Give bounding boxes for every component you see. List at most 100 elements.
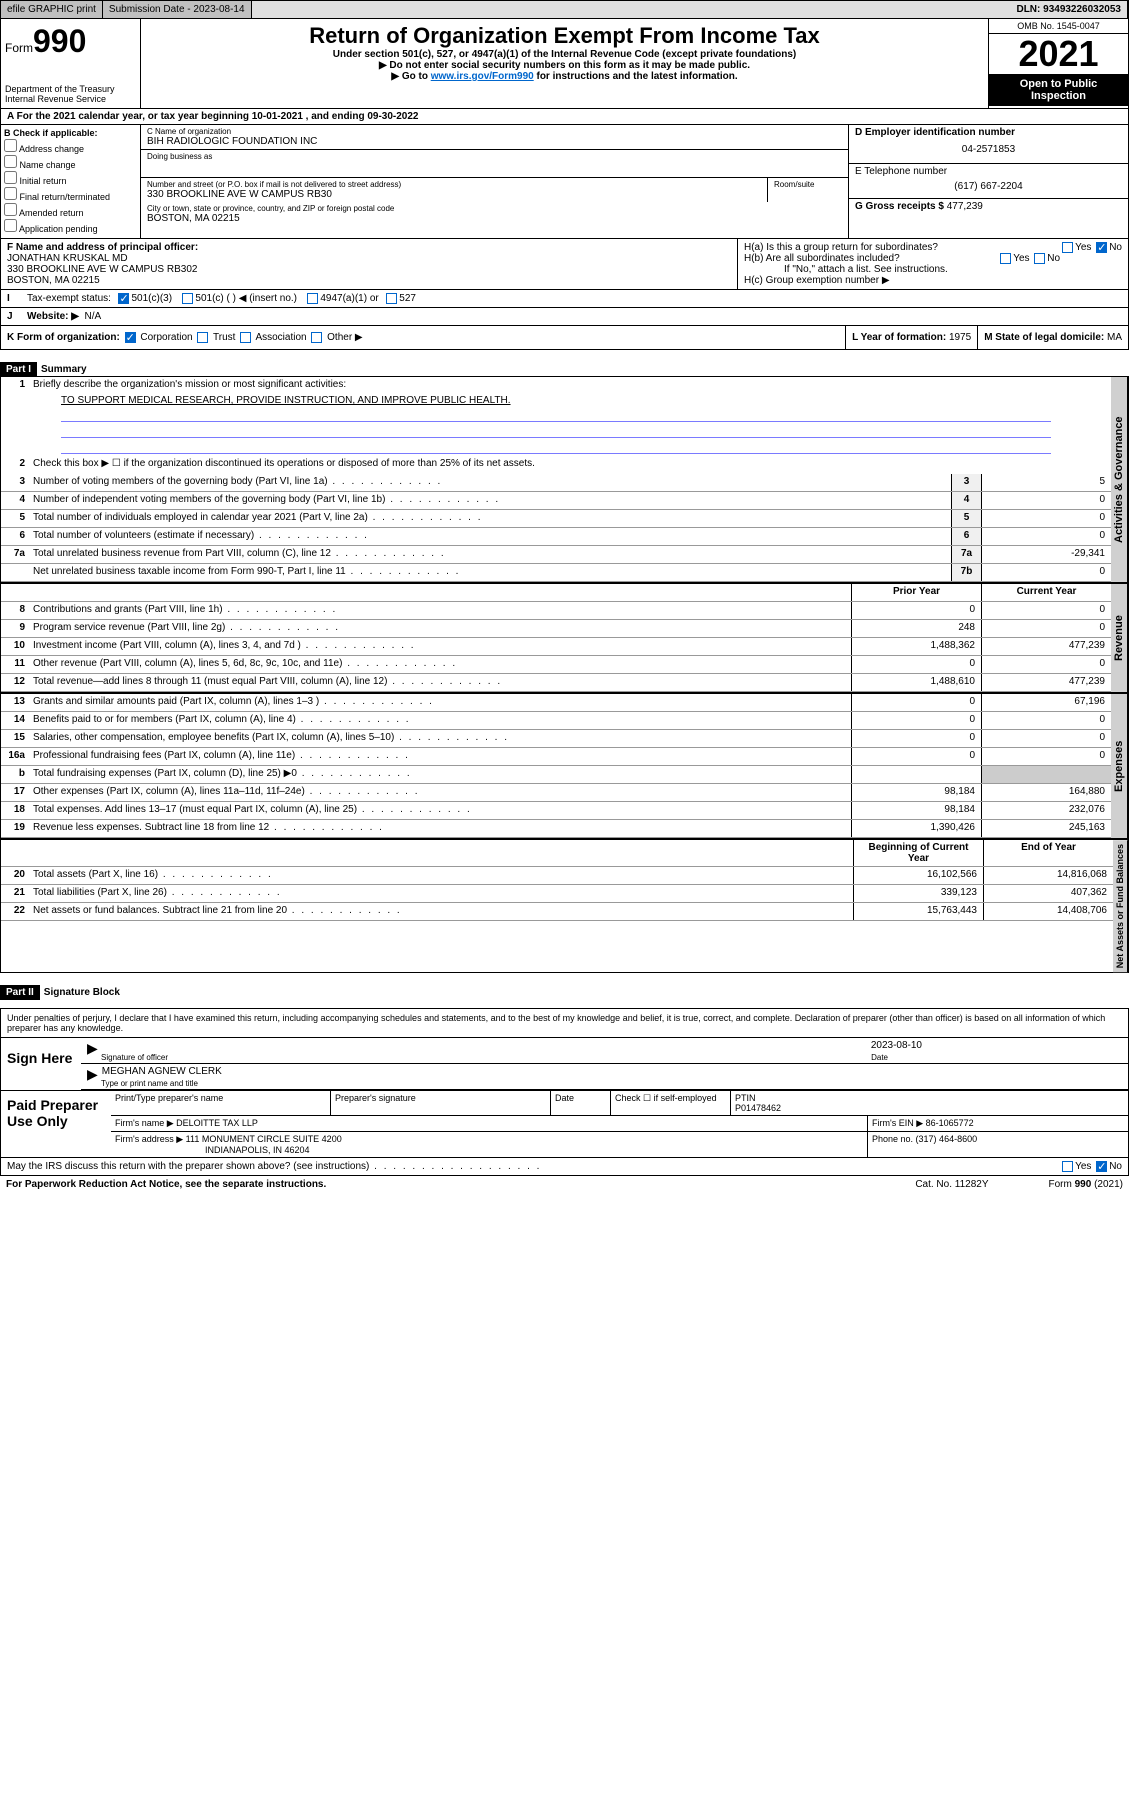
- exp-line: 17Other expenses (Part IX, column (A), l…: [1, 784, 1111, 802]
- dept-treasury: Department of the Treasury: [5, 84, 136, 94]
- net-line: 21Total liabilities (Part X, line 26)339…: [1, 885, 1113, 903]
- gross-receipts: 477,239: [947, 201, 983, 212]
- vtab-expenses: Expenses: [1111, 694, 1128, 838]
- mission-text: TO SUPPORT MEDICAL RESEARCH, PROVIDE INS…: [1, 395, 1111, 406]
- gov-line: 5Total number of individuals employed in…: [1, 510, 1111, 528]
- exp-line: 16aProfessional fundraising fees (Part I…: [1, 748, 1111, 766]
- ein: 04-2571853: [855, 138, 1122, 161]
- fgh-row: F Name and address of principal officer:…: [0, 239, 1129, 290]
- year-formation: 1975: [949, 332, 971, 343]
- app-pending-check[interactable]: [4, 219, 17, 232]
- subtitle-1: Under section 501(c), 527, or 4947(a)(1)…: [149, 49, 980, 60]
- officer-name: JONATHAN KRUSKAL MD: [7, 253, 731, 264]
- section-c: C Name of organizationBIH RADIOLOGIC FOU…: [141, 125, 848, 238]
- addr-change-check[interactable]: [4, 139, 17, 152]
- name-change-check[interactable]: [4, 155, 17, 168]
- part1-expenses: 13Grants and similar amounts paid (Part …: [0, 692, 1129, 839]
- goto-post: for instructions and the latest informat…: [534, 71, 738, 82]
- final-return-check[interactable]: [4, 187, 17, 200]
- irs-link[interactable]: www.irs.gov/Form990: [431, 71, 534, 82]
- paperwork-notice: For Paperwork Reduction Act Notice, see …: [6, 1179, 326, 1190]
- exp-line: 15Salaries, other compensation, employee…: [1, 730, 1111, 748]
- vtab-netassets: Net Assets or Fund Balances: [1113, 840, 1128, 972]
- firm-phone: (317) 464-8600: [916, 1134, 978, 1144]
- section-j: JWebsite: ▶ N/A: [0, 308, 1129, 326]
- 501c3-check[interactable]: [118, 293, 129, 304]
- firm-ein: 86-1065772: [926, 1118, 974, 1128]
- discuss-question: May the IRS discuss this return with the…: [7, 1161, 541, 1172]
- officer-addr: 330 BROOKLINE AVE W CAMPUS RB302: [7, 264, 731, 275]
- vtab-revenue: Revenue: [1111, 584, 1128, 692]
- trust-check[interactable]: [197, 332, 208, 343]
- website: N/A: [85, 311, 102, 322]
- part1-revenue: Prior YearCurrent Year 8Contributions an…: [0, 582, 1129, 693]
- perjury-declaration: Under penalties of perjury, I declare th…: [1, 1009, 1128, 1037]
- rev-line: 12Total revenue—add lines 8 through 11 (…: [1, 674, 1111, 692]
- klm-row: K Form of organization: Corporation Trus…: [0, 326, 1129, 350]
- amended-check[interactable]: [4, 203, 17, 216]
- initial-return-check[interactable]: [4, 171, 17, 184]
- 527-check[interactable]: [386, 293, 397, 304]
- dln: DLN: 93493226032053: [1010, 1, 1128, 18]
- part1-header: Part I: [0, 362, 37, 377]
- net-line: 20Total assets (Part X, line 16)16,102,5…: [1, 867, 1113, 885]
- section-d-e-g: D Employer identification number04-25718…: [848, 125, 1128, 238]
- domicile: MA: [1107, 332, 1122, 343]
- subtitle-2: ▶ Do not enter social security numbers o…: [149, 60, 980, 71]
- net-line: 22Net assets or fund balances. Subtract …: [1, 903, 1113, 921]
- phone: (617) 667-2204: [855, 177, 1122, 196]
- form-header: Form990 Department of the Treasury Inter…: [0, 19, 1129, 109]
- hb-no[interactable]: [1034, 253, 1045, 264]
- 4947-check[interactable]: [307, 293, 318, 304]
- firm-addr: 111 MONUMENT CIRCLE SUITE 4200: [186, 1134, 342, 1144]
- discuss-yes[interactable]: [1062, 1161, 1073, 1172]
- discuss-no[interactable]: [1096, 1161, 1107, 1172]
- gov-line: 3Number of voting members of the governi…: [1, 474, 1111, 492]
- rev-line: 10Investment income (Part VIII, column (…: [1, 638, 1111, 656]
- sign-here-label: Sign Here: [1, 1038, 81, 1090]
- ha-yes[interactable]: [1062, 242, 1073, 253]
- gov-line: 7aTotal unrelated business revenue from …: [1, 546, 1111, 564]
- form-title: Return of Organization Exempt From Incom…: [149, 23, 980, 49]
- corp-check[interactable]: [125, 332, 136, 343]
- exp-line: 14Benefits paid to or for members (Part …: [1, 712, 1111, 730]
- paid-preparer-label: Paid Preparer Use Only: [1, 1091, 111, 1157]
- org-name: BIH RADIOLOGIC FOUNDATION INC: [147, 136, 842, 147]
- efile-print-btn[interactable]: efile GRAPHIC print: [1, 1, 103, 18]
- section-i: I Tax-exempt status: 501(c)(3) 501(c) ( …: [0, 290, 1129, 308]
- footer: For Paperwork Reduction Act Notice, see …: [0, 1176, 1129, 1193]
- info-grid: B Check if applicable: Address change Na…: [0, 125, 1129, 239]
- rev-line: 9Program service revenue (Part VIII, lin…: [1, 620, 1111, 638]
- exp-line: 18Total expenses. Add lines 13–17 (must …: [1, 802, 1111, 820]
- org-city: BOSTON, MA 02215: [147, 213, 842, 224]
- gov-line: 6Total number of volunteers (estimate if…: [1, 528, 1111, 546]
- assoc-check[interactable]: [240, 332, 251, 343]
- goto-pre: ▶ Go to: [391, 71, 430, 82]
- cat-no: Cat. No. 11282Y: [915, 1179, 988, 1190]
- tax-period: A For the 2021 calendar year, or tax yea…: [0, 109, 1129, 125]
- gov-line: 4Number of independent voting members of…: [1, 492, 1111, 510]
- other-check[interactable]: [311, 332, 322, 343]
- officer-city: BOSTON, MA 02215: [7, 275, 731, 286]
- rev-line: 11Other revenue (Part VIII, column (A), …: [1, 656, 1111, 674]
- tax-year: 2021: [989, 34, 1128, 74]
- vtab-governance: Activities & Governance: [1111, 377, 1128, 582]
- signature-block: Under penalties of perjury, I declare th…: [0, 1008, 1129, 1158]
- submission-date: Submission Date - 2023-08-14: [103, 1, 252, 18]
- open-inspection: Open to Public Inspection: [989, 74, 1128, 106]
- org-address: 330 BROOKLINE AVE W CAMPUS RB30: [147, 189, 761, 200]
- hb-yes[interactable]: [1000, 253, 1011, 264]
- section-b: B Check if applicable: Address change Na…: [1, 125, 141, 238]
- part1-netassets: Beginning of Current YearEnd of Year 20T…: [0, 838, 1129, 973]
- part2-title: Signature Block: [44, 987, 120, 998]
- rev-line: 8Contributions and grants (Part VIII, li…: [1, 602, 1111, 620]
- irs-label: Internal Revenue Service: [5, 94, 136, 104]
- topbar: efile GRAPHIC print Submission Date - 20…: [0, 0, 1129, 19]
- ptin: P01478462: [735, 1103, 781, 1113]
- part2-header: Part II: [0, 985, 40, 1000]
- part1-governance: 1Briefly describe the organization's mis…: [0, 376, 1129, 583]
- firm-name: DELOITTE TAX LLP: [176, 1118, 258, 1128]
- 501c-check[interactable]: [182, 293, 193, 304]
- exp-line: 13Grants and similar amounts paid (Part …: [1, 694, 1111, 712]
- ha-no[interactable]: [1096, 242, 1107, 253]
